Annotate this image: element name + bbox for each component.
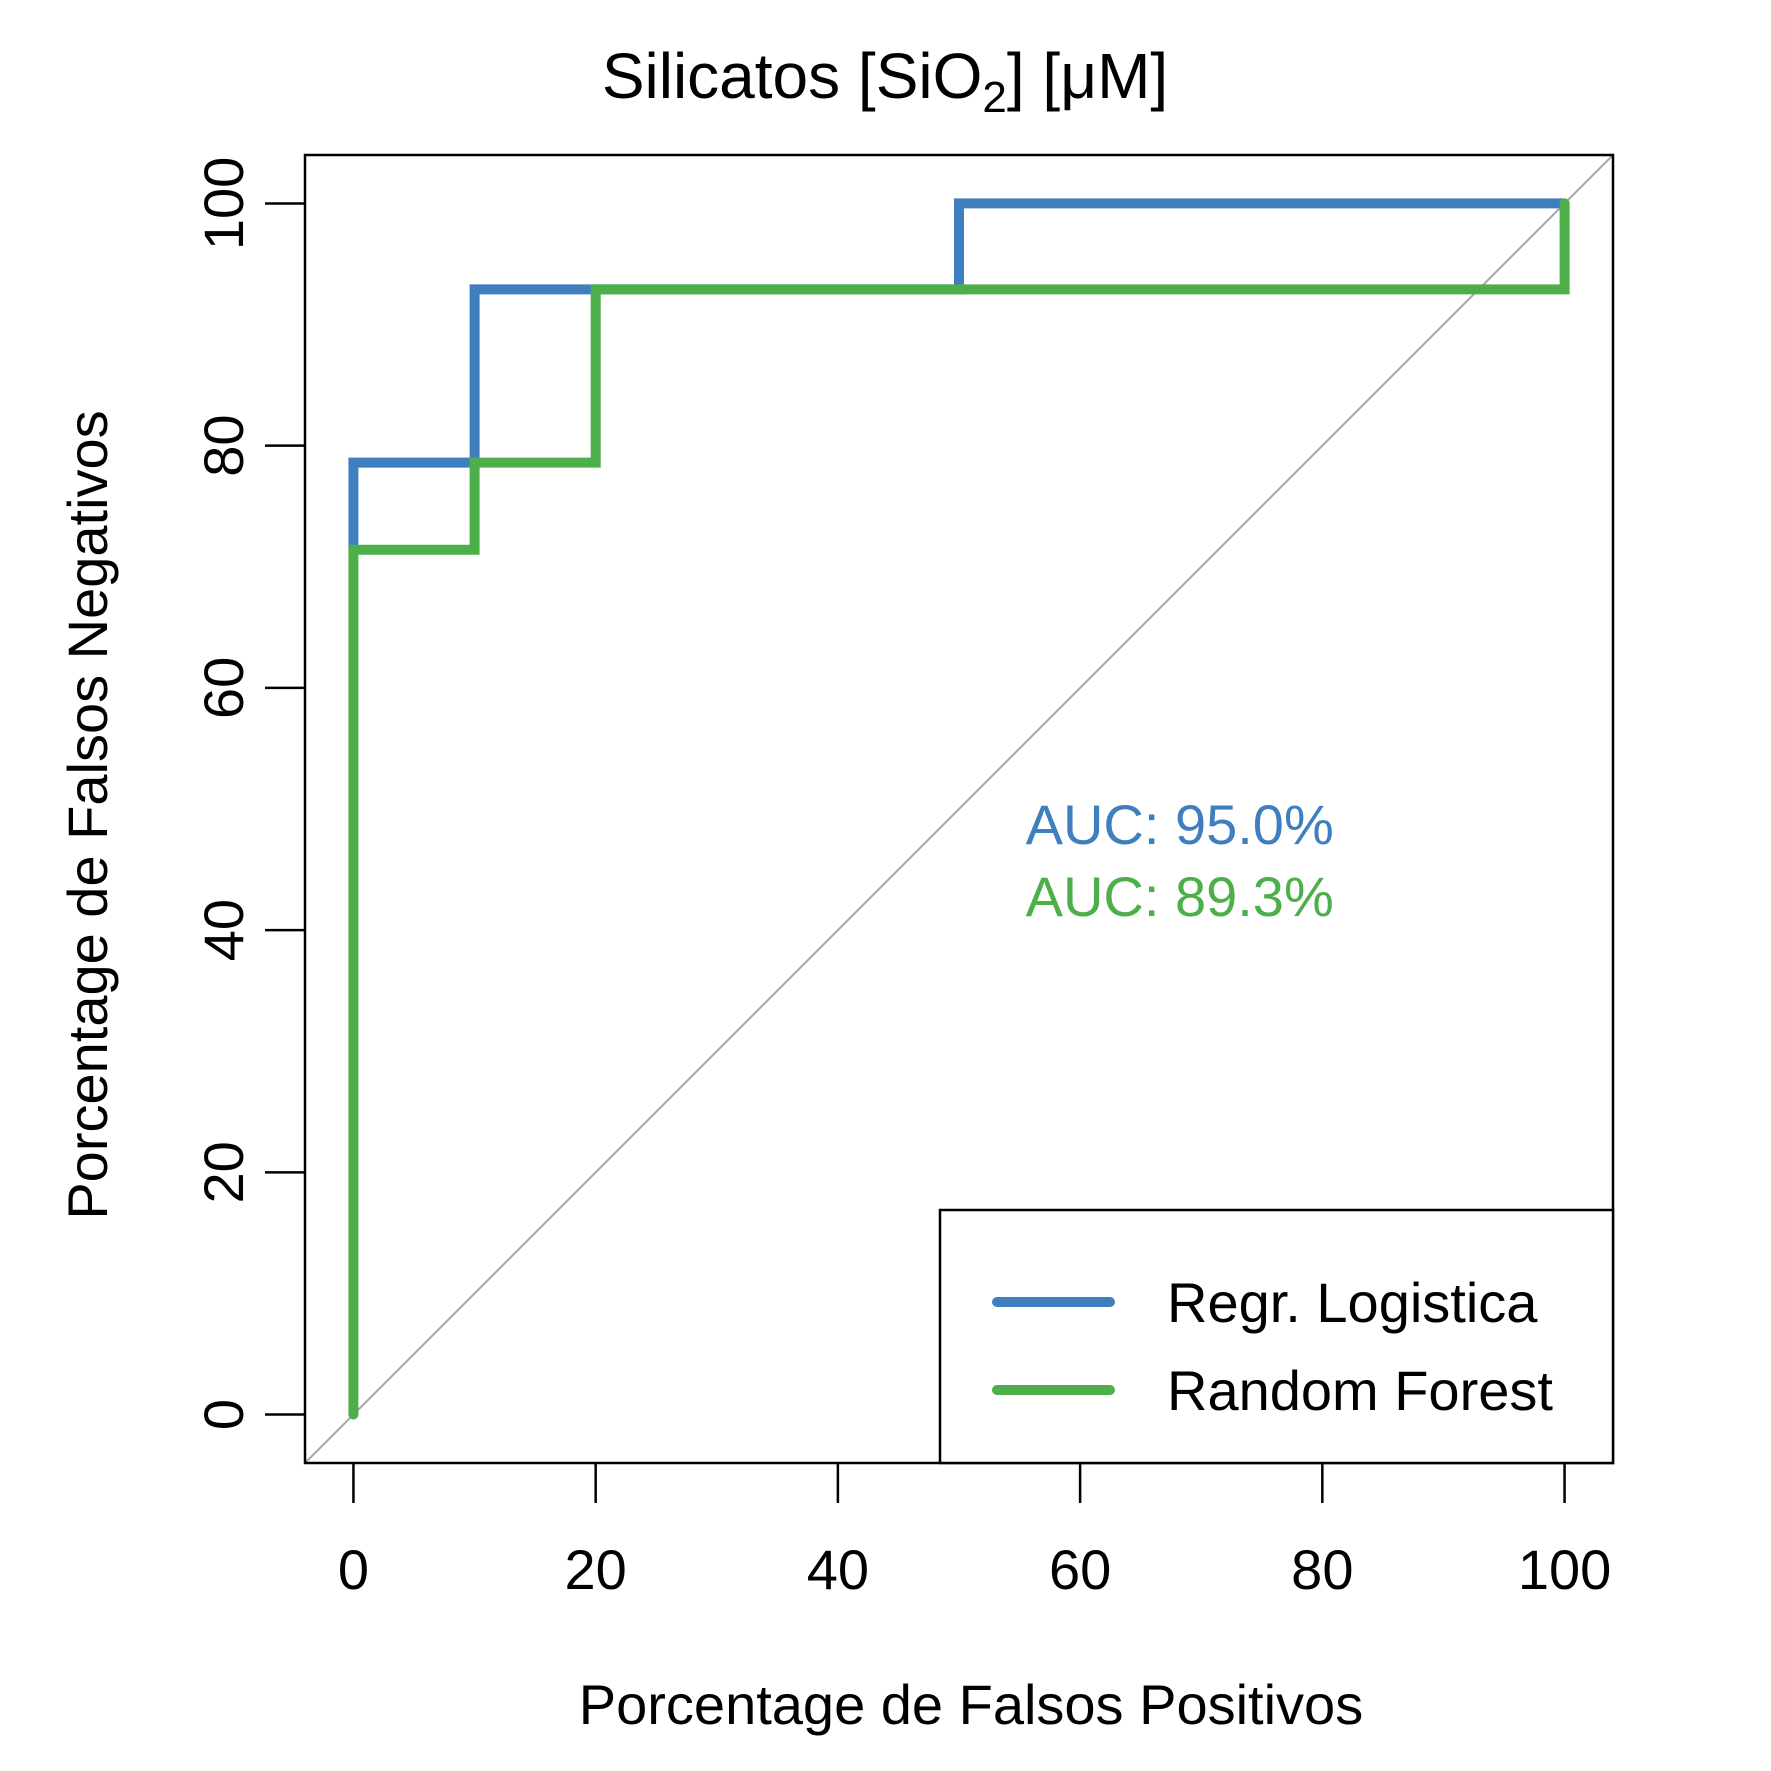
y-tick-label: 40 bbox=[192, 899, 255, 961]
x-tick-label: 100 bbox=[1518, 1538, 1611, 1601]
series-line-random-forest bbox=[348, 198, 1570, 1420]
legend-box bbox=[938, 1208, 1615, 1465]
y-axis-label: Porcentage de Falsos Negativos bbox=[56, 410, 119, 1219]
y-tick-label: 100 bbox=[192, 157, 255, 250]
reference-diagonal-line bbox=[305, 155, 1613, 1463]
x-axis-label: Porcentage de Falsos Positivos bbox=[579, 1673, 1363, 1736]
plot-area: 0 20 40 60 80 100 0 20 40 60 80 100 AUC: 95.0% AUC: 8… bbox=[192, 153, 1615, 1601]
auc-annotation-1: AUC: 95.0% bbox=[1026, 793, 1334, 856]
x-tick-label: 80 bbox=[1291, 1538, 1353, 1601]
x-tick-label: 20 bbox=[565, 1538, 627, 1601]
title-suffix: ] [μM] bbox=[1007, 40, 1168, 112]
title-subscript: 2 bbox=[982, 73, 1006, 122]
y-tick-label: 0 bbox=[192, 1399, 255, 1430]
x-tick-label: 60 bbox=[1049, 1538, 1111, 1601]
chart-title: Silicatos [SiO2] [μM] bbox=[602, 40, 1168, 122]
y-tick-label: 60 bbox=[192, 657, 255, 719]
y-tick-label: 20 bbox=[192, 1141, 255, 1203]
x-tick-label: 0 bbox=[338, 1538, 369, 1601]
legend-label-1: Regr. Logistica bbox=[1167, 1271, 1538, 1334]
title-main: Silicatos [SiO bbox=[602, 40, 983, 112]
series-line-regr-logistica bbox=[348, 198, 1570, 555]
legend-label-2: Random Forest bbox=[1167, 1359, 1553, 1422]
auc-annotation-2: AUC: 89.3% bbox=[1026, 865, 1334, 928]
x-tick-label: 40 bbox=[807, 1538, 869, 1601]
y-tick-label: 80 bbox=[192, 415, 255, 477]
